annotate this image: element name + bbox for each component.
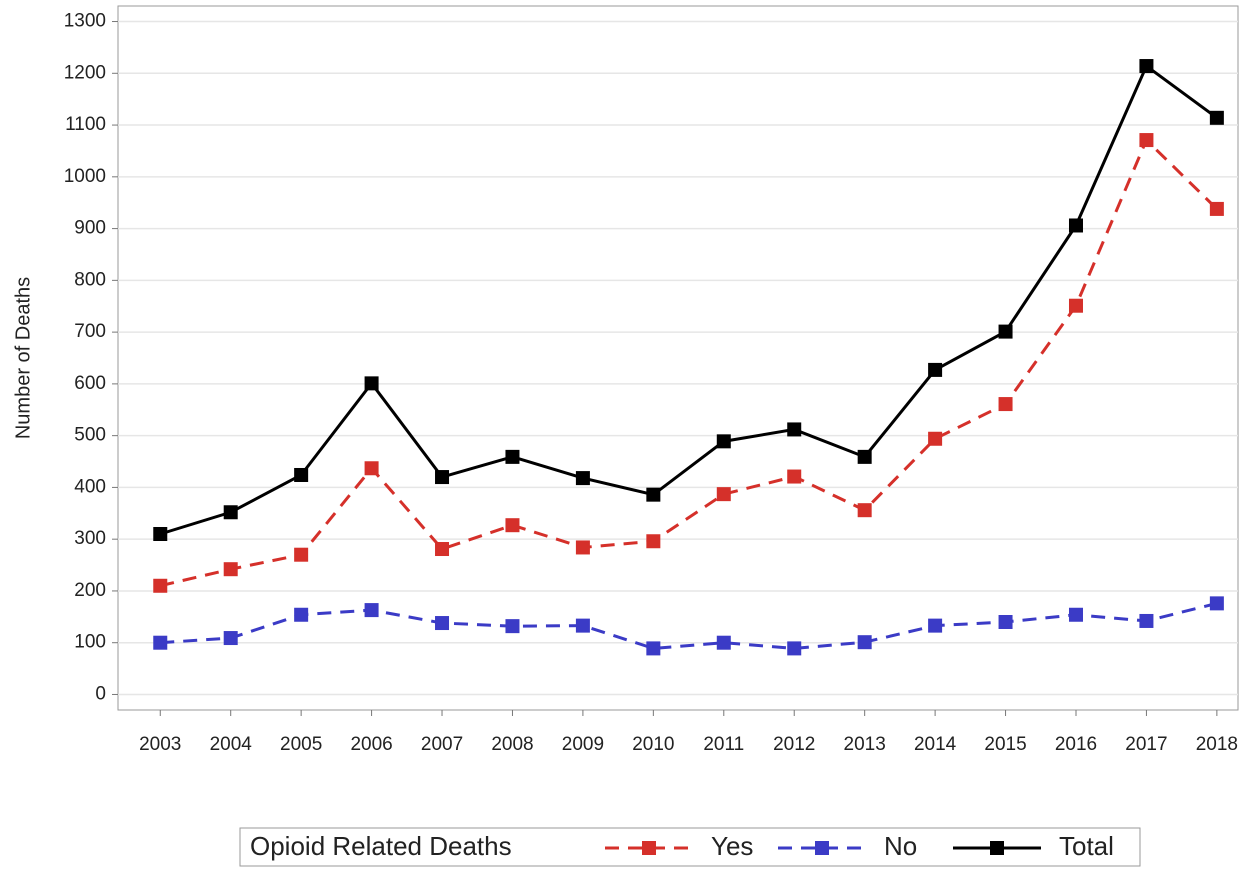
point-marker	[364, 461, 379, 476]
point-marker	[223, 505, 238, 520]
point-marker	[575, 471, 590, 486]
point-marker	[223, 631, 238, 646]
point-marker	[153, 578, 168, 593]
legend-swatch-marker	[642, 841, 656, 855]
point-marker	[787, 469, 802, 484]
point-marker	[1068, 218, 1083, 233]
y-axis-label: Number of Deaths	[12, 277, 34, 439]
x-tick-label: 2003	[139, 734, 181, 755]
point-marker	[857, 503, 872, 518]
x-tick-label: 2017	[1125, 734, 1167, 755]
point-marker	[505, 518, 520, 533]
point-marker	[294, 467, 309, 482]
point-marker	[998, 397, 1013, 412]
legend-label: Total	[1059, 831, 1114, 861]
x-tick-label: 2013	[844, 734, 886, 755]
legend-swatch-marker	[990, 841, 1004, 855]
point-marker	[716, 434, 731, 449]
point-marker	[787, 641, 802, 656]
y-tick-label: 300	[74, 528, 106, 549]
point-marker	[928, 431, 943, 446]
point-marker	[294, 607, 309, 622]
point-marker	[153, 635, 168, 650]
point-marker	[435, 542, 450, 557]
point-marker	[1139, 613, 1154, 628]
point-marker	[575, 618, 590, 633]
y-tick-label: 100	[74, 632, 106, 653]
point-marker	[435, 470, 450, 485]
x-tick-label: 2004	[210, 734, 253, 755]
x-tick-label: 2005	[280, 734, 322, 755]
x-tick-label: 2008	[491, 734, 533, 755]
y-tick-label: 0	[95, 683, 106, 704]
point-marker	[928, 362, 943, 377]
point-marker	[646, 534, 661, 549]
x-tick-label: 2012	[773, 734, 815, 755]
x-tick-label: 2016	[1055, 734, 1097, 755]
point-marker	[716, 487, 731, 502]
point-marker	[857, 449, 872, 464]
point-marker	[928, 618, 943, 633]
y-tick-label: 1300	[64, 11, 106, 32]
x-tick-label: 2007	[421, 734, 463, 755]
point-marker	[1068, 607, 1083, 622]
series-line	[159, 137, 1218, 588]
y-tick-label: 600	[74, 373, 106, 394]
x-tick-label: 2006	[350, 734, 392, 755]
point-marker	[223, 562, 238, 577]
series-line	[160, 601, 1218, 650]
point-marker	[1139, 59, 1154, 74]
point-marker	[716, 635, 731, 650]
point-marker	[998, 615, 1013, 629]
point-marker	[1209, 596, 1224, 611]
x-tick-label: 2015	[984, 734, 1026, 755]
point-marker	[1139, 133, 1154, 148]
legend-title: Opioid Related Deaths	[250, 831, 512, 861]
y-tick-label: 1200	[64, 62, 106, 83]
x-tick-label: 2011	[703, 734, 744, 755]
y-tick-label: 800	[74, 269, 106, 290]
y-tick-label: 1100	[65, 114, 106, 135]
point-marker	[364, 603, 379, 618]
legend-label: No	[884, 831, 917, 861]
y-tick-label: 400	[74, 476, 106, 497]
x-tick-label: 2009	[562, 734, 604, 755]
point-marker	[1209, 110, 1224, 125]
point-marker	[505, 449, 520, 464]
x-tick-label: 2014	[914, 734, 957, 755]
point-marker	[646, 641, 661, 656]
point-marker	[998, 324, 1013, 339]
legend-label: Yes	[711, 831, 753, 861]
point-marker	[364, 376, 379, 391]
series-line	[159, 63, 1218, 536]
point-marker	[575, 540, 590, 555]
y-tick-label: 200	[74, 580, 106, 601]
y-tick-label: 1000	[64, 166, 106, 187]
point-marker	[646, 487, 661, 502]
point-marker	[787, 422, 802, 437]
x-tick-label: 2018	[1196, 734, 1238, 755]
y-tick-label: 900	[74, 218, 106, 239]
x-tick-label: 2010	[632, 734, 674, 755]
point-marker	[435, 616, 450, 631]
point-marker	[857, 635, 872, 650]
point-marker	[1209, 201, 1224, 216]
point-marker	[1068, 298, 1083, 313]
y-tick-label: 700	[74, 321, 106, 342]
point-marker	[294, 547, 309, 562]
point-marker	[505, 619, 520, 634]
point-marker	[153, 527, 168, 541]
legend-swatch-marker	[815, 841, 829, 855]
plot-frame	[117, 5, 1239, 711]
y-tick-label: 500	[74, 425, 106, 446]
